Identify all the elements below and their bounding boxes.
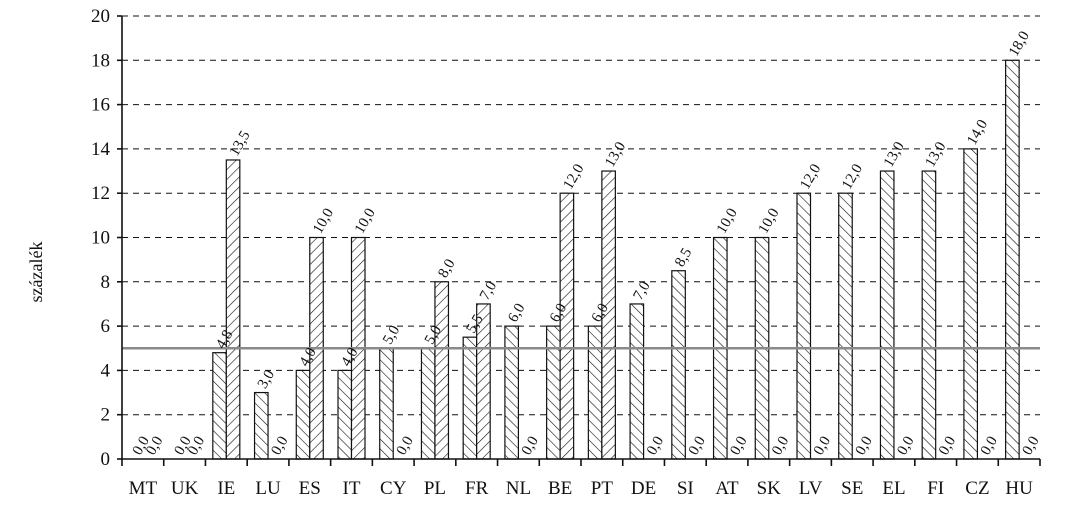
data-label: 13,0: [923, 139, 950, 170]
bar: [921, 170, 937, 460]
data-label: 6,0: [505, 301, 528, 325]
y-tick-label: 18: [91, 50, 110, 71]
x-tick-label: FR: [465, 478, 489, 499]
data-label: 12,0: [839, 161, 866, 192]
data-label: 0,0: [185, 434, 208, 458]
y-tick-label: 6: [101, 316, 111, 337]
data-label: 0,0: [394, 434, 417, 458]
bar: [629, 303, 645, 460]
data-label: 10,0: [352, 206, 379, 237]
data-label: 12,0: [797, 161, 824, 192]
data-label: 13,0: [881, 139, 908, 170]
data-label: 0,0: [268, 434, 291, 458]
x-tick-label: BE: [548, 478, 572, 499]
y-tick-label: 10: [91, 228, 110, 249]
data-label: 10,0: [714, 206, 741, 237]
bar: [587, 325, 603, 460]
x-tick-label: IT: [343, 478, 361, 499]
data-label: 5,0: [380, 323, 403, 347]
data-label: 13,0: [602, 139, 629, 170]
data-label: 8,0: [435, 257, 458, 281]
data-label: 0,0: [769, 434, 792, 458]
data-label: 0,0: [894, 434, 917, 458]
data-label: 0,0: [143, 434, 166, 458]
data-label: 10,0: [310, 206, 337, 237]
bar: [420, 347, 436, 460]
data-label: 0,0: [644, 434, 667, 458]
data-label: 0,0: [936, 434, 959, 458]
data-label: 0,0: [727, 434, 750, 458]
x-tick-label: IE: [217, 478, 235, 499]
bar: [796, 192, 812, 460]
data-label: 3,0: [255, 367, 278, 391]
data-label: 12,0: [560, 161, 587, 192]
data-label: 0,0: [1019, 434, 1042, 458]
bars-layer: [122, 59, 1040, 460]
x-tick-label: LV: [799, 478, 823, 499]
y-tick-label: 14: [91, 139, 111, 160]
data-label: 18,0: [1006, 29, 1033, 60]
y-tick-label: 8: [101, 272, 111, 293]
x-tick-label: CY: [380, 478, 407, 499]
y-tick-label: 2: [101, 405, 111, 426]
x-tick-label: UK: [171, 478, 199, 499]
y-tick-label: 16: [91, 95, 110, 116]
bar: [838, 192, 853, 460]
bar: [504, 325, 520, 460]
labels-layer: 024681012141618200,00,0MT0,00,0UK4,813,5…: [91, 6, 1043, 499]
bar: [462, 336, 478, 460]
bar: [434, 281, 450, 460]
y-tick-label: 0: [101, 449, 111, 470]
bar: [337, 369, 353, 460]
x-tick-label: FI: [927, 478, 944, 499]
data-label: 0,0: [519, 434, 542, 458]
x-tick-label: SI: [677, 478, 694, 499]
bar: [963, 148, 979, 460]
bar: [295, 369, 311, 460]
bar: [212, 352, 227, 460]
axis-layer: [117, 15, 1041, 466]
bar: [559, 192, 575, 460]
data-label: 13,5: [227, 128, 254, 159]
x-tick-label: NL: [506, 478, 531, 499]
data-label: 7,0: [630, 279, 653, 303]
y-tick-label: 20: [91, 6, 110, 27]
x-tick-label: LU: [255, 478, 281, 499]
bar: [546, 325, 561, 460]
x-tick-label: SK: [757, 478, 782, 499]
data-label: 0,0: [686, 434, 709, 458]
data-label: 0,0: [811, 434, 834, 458]
x-tick-label: PT: [591, 478, 614, 499]
data-label: 8,5: [672, 245, 695, 269]
x-tick-label: AT: [715, 478, 739, 499]
x-tick-label: HU: [1005, 478, 1033, 499]
x-tick-label: EL: [882, 478, 905, 499]
bar: [879, 170, 895, 460]
data-label: 0,0: [853, 434, 876, 458]
bar: [1005, 59, 1020, 460]
bar: [379, 347, 394, 460]
bar: [671, 270, 686, 460]
x-tick-label: SE: [841, 478, 863, 499]
x-tick-label: CZ: [965, 478, 989, 499]
x-tick-label: ES: [299, 478, 321, 499]
x-tick-label: PL: [424, 478, 446, 499]
data-label: 14,0: [964, 117, 991, 148]
data-label: 7,0: [477, 279, 500, 303]
bar: [225, 159, 241, 460]
y-axis-label: százalék: [26, 242, 46, 303]
data-label: 0,0: [978, 434, 1001, 458]
y-tick-label: 12: [91, 183, 110, 204]
x-tick-label: MT: [129, 478, 158, 499]
grid-layer: [122, 15, 1040, 416]
y-tick-label: 4: [101, 360, 111, 381]
x-tick-label: DE: [631, 478, 656, 499]
bar: [253, 391, 269, 460]
data-label: 10,0: [756, 206, 783, 237]
